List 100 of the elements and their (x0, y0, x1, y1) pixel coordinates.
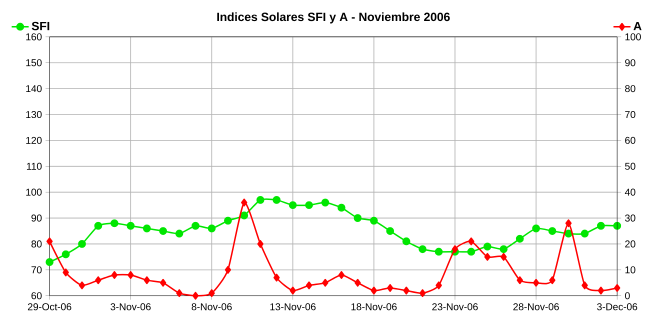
point (62, 250, 70, 258)
point (549, 276, 556, 284)
x-tick-label: 18-Nov-06 (351, 303, 397, 310)
point (565, 219, 572, 228)
point (564, 230, 572, 238)
point (582, 282, 588, 290)
y-tick-label: 70 (32, 266, 42, 274)
point (516, 235, 524, 243)
y-tick-label: 110 (26, 162, 42, 170)
y2-tick-label: 20 (625, 240, 636, 248)
y2-tick-label: 100 (625, 34, 641, 41)
x-tick-label: 3-Dec-06 (597, 303, 638, 310)
point (46, 238, 53, 246)
point (418, 245, 426, 254)
point (452, 245, 458, 254)
point (532, 224, 540, 233)
y-tick-label: 60 (31, 292, 42, 300)
point (94, 222, 102, 230)
point (434, 248, 443, 256)
point (192, 222, 200, 230)
y2-tick-label: 60 (625, 137, 636, 144)
point (175, 230, 184, 238)
chart-title: Indices Solares SFI y A - Noviembre 2006 (217, 12, 450, 24)
point (370, 216, 378, 225)
y-tick-label: 140 (26, 85, 42, 92)
point (403, 286, 410, 295)
point (598, 286, 604, 295)
point (126, 222, 135, 230)
point (354, 279, 361, 287)
point (614, 284, 620, 292)
point (548, 227, 556, 236)
point (354, 214, 362, 222)
point (224, 266, 232, 274)
point (305, 201, 313, 210)
y-tick-label: 90 (31, 214, 42, 222)
y-tick-label: 130 (26, 111, 42, 118)
point (532, 279, 540, 287)
x-tick-label: 3-Nov-06 (110, 303, 151, 310)
point (386, 227, 394, 236)
point (159, 227, 168, 236)
point (306, 282, 312, 290)
x-tick-label: 28-Nov-06 (513, 303, 559, 310)
point (128, 271, 134, 280)
point (110, 219, 118, 228)
y-tick-label: 80 (31, 240, 42, 248)
point (468, 238, 474, 246)
point (402, 238, 410, 246)
point (224, 216, 232, 225)
y2-tick-label: 80 (625, 85, 636, 92)
point (386, 284, 394, 292)
point (142, 224, 151, 233)
point (95, 276, 102, 284)
point (516, 276, 523, 284)
point (256, 196, 264, 204)
point (467, 248, 476, 256)
point (338, 271, 345, 280)
point (62, 268, 69, 277)
y-tick-label: 120 (26, 137, 42, 144)
point (176, 289, 182, 298)
point (483, 242, 492, 251)
x-tick-label: 23-Nov-06 (432, 303, 478, 310)
point (241, 198, 248, 207)
y-tick-label: 100 (26, 188, 42, 196)
point (78, 240, 86, 248)
point (370, 286, 378, 295)
x-tick-label: 8-Nov-06 (192, 303, 232, 310)
point (273, 274, 280, 282)
point (597, 222, 605, 230)
point (78, 282, 86, 290)
x-tick-label: 29-Oct-06 (28, 303, 72, 310)
point (272, 196, 281, 204)
y2-tick-label: 30 (625, 214, 636, 222)
point (613, 222, 622, 230)
legend-label: A (634, 22, 642, 30)
point (580, 230, 589, 238)
y2-tick-label: 50 (625, 162, 636, 170)
y2-tick-label: 40 (624, 188, 636, 196)
point (257, 240, 264, 248)
y-tick-label: 150 (26, 59, 42, 66)
y2-tick-label: 90 (625, 59, 636, 66)
point (500, 253, 507, 262)
x-tick-label: 13-Nov-06 (270, 303, 316, 310)
point (436, 282, 442, 290)
point (240, 212, 248, 220)
point (160, 279, 166, 287)
point (111, 271, 118, 280)
y2-tick-label: 10 (625, 266, 636, 274)
point (322, 279, 328, 287)
point (419, 289, 426, 298)
point (208, 289, 215, 298)
point (192, 292, 199, 300)
point (484, 253, 491, 262)
point (321, 198, 330, 207)
y-tick-label: 160 (26, 34, 42, 41)
y2-tick-label: 0 (625, 292, 630, 300)
point (500, 245, 508, 254)
point (290, 286, 296, 295)
point (144, 276, 150, 284)
point (46, 258, 54, 266)
point (288, 201, 297, 210)
